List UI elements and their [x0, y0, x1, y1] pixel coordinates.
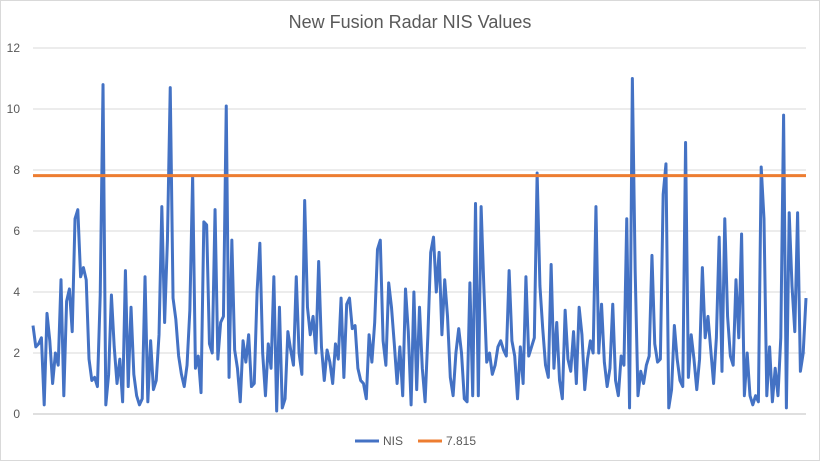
y-tick-label: 12	[7, 41, 21, 55]
legend: NIS 7.815	[355, 434, 476, 448]
series-nis-line	[31, 77, 808, 413]
legend-item-threshold: 7.815	[418, 434, 476, 448]
legend-item-nis: NIS	[355, 434, 403, 448]
y-axis-ticks: 0 2 4 6 8 10 12	[7, 41, 21, 421]
legend-label: NIS	[383, 434, 403, 448]
y-tick-label: 0	[13, 407, 20, 421]
y-tick-label: 4	[13, 285, 20, 299]
y-tick-label: 2	[13, 346, 20, 360]
y-tick-label: 8	[13, 163, 20, 177]
series-layer	[31, 77, 808, 413]
legend-label: 7.815	[446, 434, 476, 448]
chart-title: New Fusion Radar NIS Values	[289, 12, 532, 32]
y-tick-label: 10	[7, 102, 21, 116]
y-tick-label: 6	[13, 224, 20, 238]
